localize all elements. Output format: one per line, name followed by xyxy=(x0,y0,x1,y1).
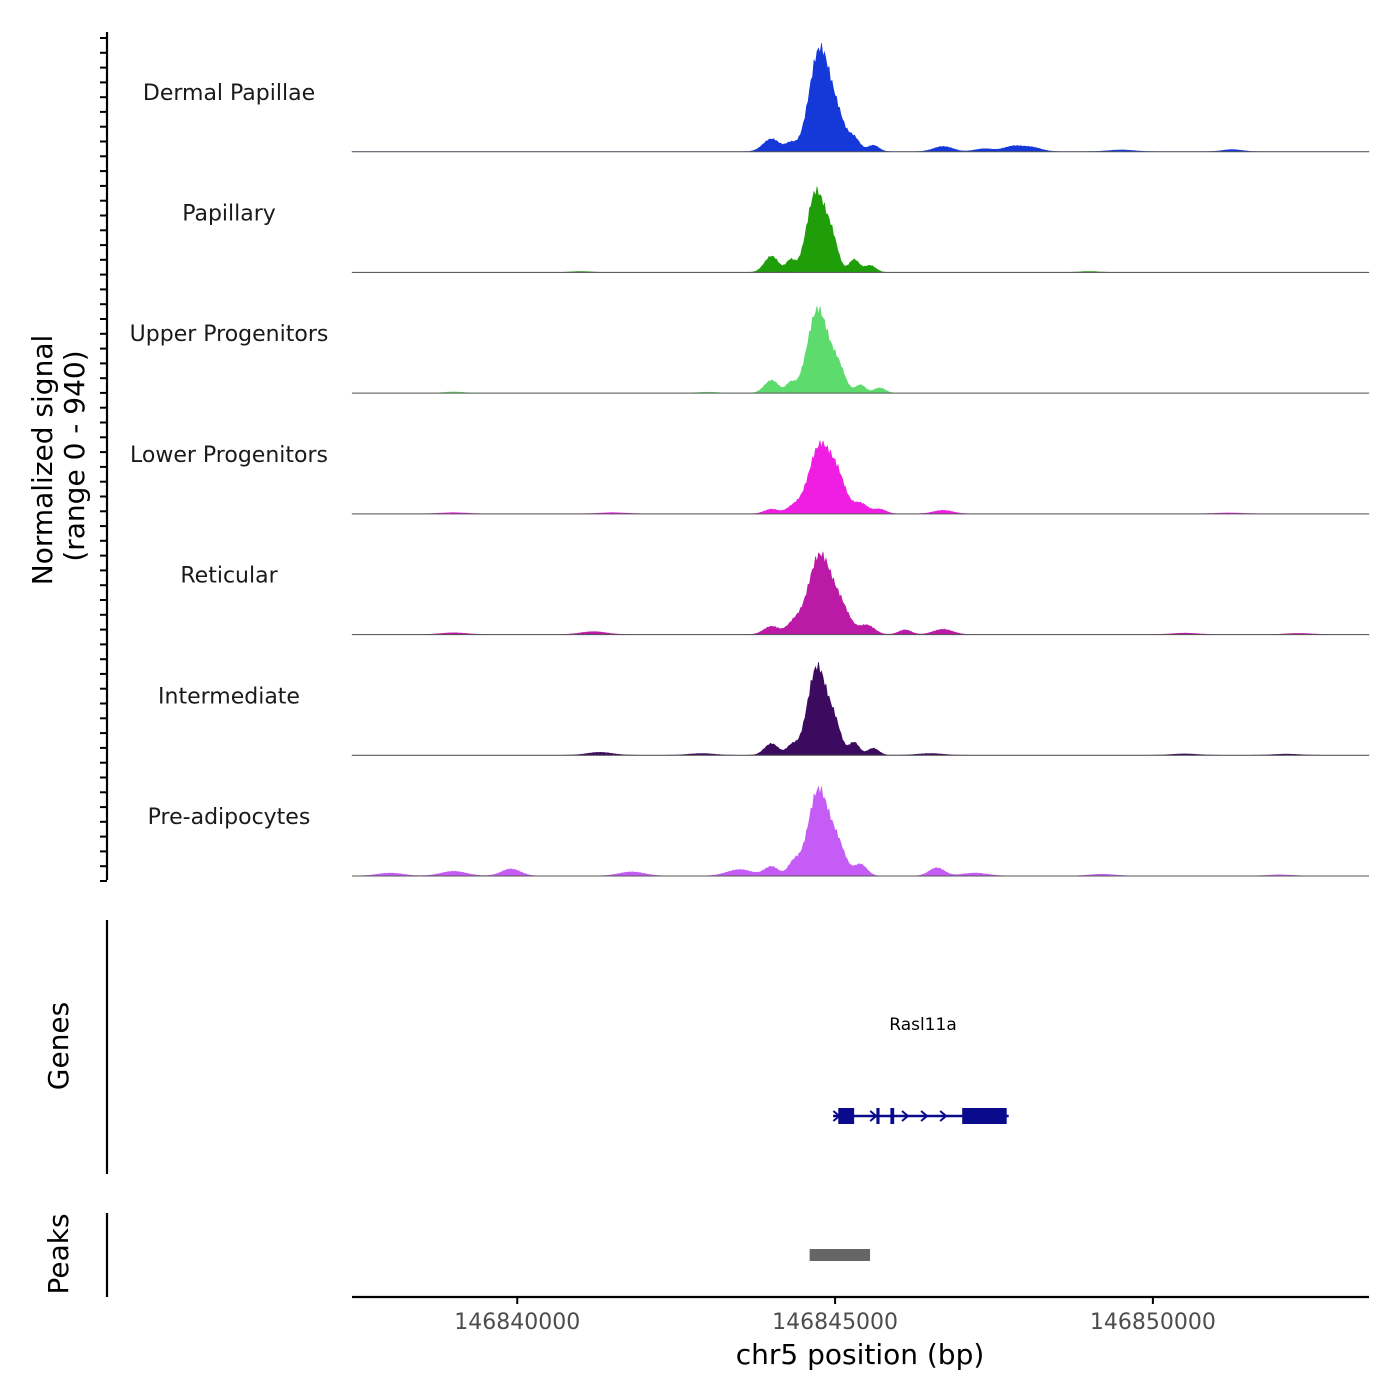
track-upper-progenitors: Upper Progenitors xyxy=(130,306,1370,394)
track-papillary: Papillary xyxy=(182,186,1370,273)
peaks-track: Peaks xyxy=(42,1213,871,1297)
peaks-track-label: Peaks xyxy=(42,1213,75,1294)
track-label: Reticular xyxy=(180,564,278,589)
x-axis: 146840000 146845000 146850000 chr5 positio… xyxy=(352,1295,1369,1371)
genes-track: Genes Rasl11a xyxy=(42,920,1009,1174)
coverage-area xyxy=(352,785,1369,877)
x-tick-label: 146850000 xyxy=(1090,1310,1216,1335)
peak-regions xyxy=(809,1249,871,1261)
genes-track-label: Genes xyxy=(42,1002,75,1090)
track-dermal-papillae: Dermal Papillae xyxy=(143,42,1370,153)
coverage-area xyxy=(351,440,1370,515)
y-axis-title-line2: (range 0 - 940) xyxy=(58,350,91,561)
gene-strand-arrow xyxy=(920,1110,929,1122)
coverage-area xyxy=(351,661,1370,756)
track-pre-adipocytes: Pre-adipocytes xyxy=(148,785,1369,877)
x-axis-ticks: 146840000 146845000 146850000 xyxy=(454,1297,1216,1335)
gene-strand-arrow xyxy=(869,1110,878,1122)
track-lower-progenitors: Lower Progenitors xyxy=(130,440,1370,515)
gene-exon xyxy=(890,1108,895,1124)
gene-exon xyxy=(838,1108,855,1124)
gene-strand-arrow xyxy=(832,1110,841,1122)
track-intermediate: Intermediate xyxy=(158,661,1370,756)
track-label: Intermediate xyxy=(158,684,300,709)
track-label: Lower Progenitors xyxy=(130,443,328,468)
x-axis-title: chr5 position (bp) xyxy=(736,1338,985,1371)
track-reticular: Reticular xyxy=(180,551,1370,636)
coverage-area xyxy=(351,186,1370,273)
coverage-area xyxy=(351,551,1370,635)
gene-name-label: Rasl11a xyxy=(889,1015,957,1035)
gene-strand-arrow xyxy=(939,1110,948,1122)
coverage-axis-ticks xyxy=(100,37,107,882)
coverage-tracks: Dermal Papillae Papillary Upper Progenitor… xyxy=(130,42,1370,877)
gene-model xyxy=(832,1108,1009,1124)
gene-strand-arrow xyxy=(901,1110,910,1122)
coverage-area xyxy=(351,42,1370,153)
track-label: Upper Progenitors xyxy=(130,322,329,347)
y-axis-title-line1: Normalized signal xyxy=(26,335,59,586)
x-tick-label: 146845000 xyxy=(772,1310,898,1335)
x-tick-label: 146840000 xyxy=(454,1310,580,1335)
gene-exon xyxy=(876,1108,880,1124)
coverage-axis xyxy=(100,32,109,882)
gene-exon xyxy=(962,1108,1007,1124)
peak-region-bar xyxy=(809,1249,871,1261)
track-label: Dermal Papillae xyxy=(143,81,315,106)
track-label: Papillary xyxy=(182,202,276,227)
coverage-area xyxy=(351,306,1370,394)
track-label: Pre-adipocytes xyxy=(148,805,311,830)
